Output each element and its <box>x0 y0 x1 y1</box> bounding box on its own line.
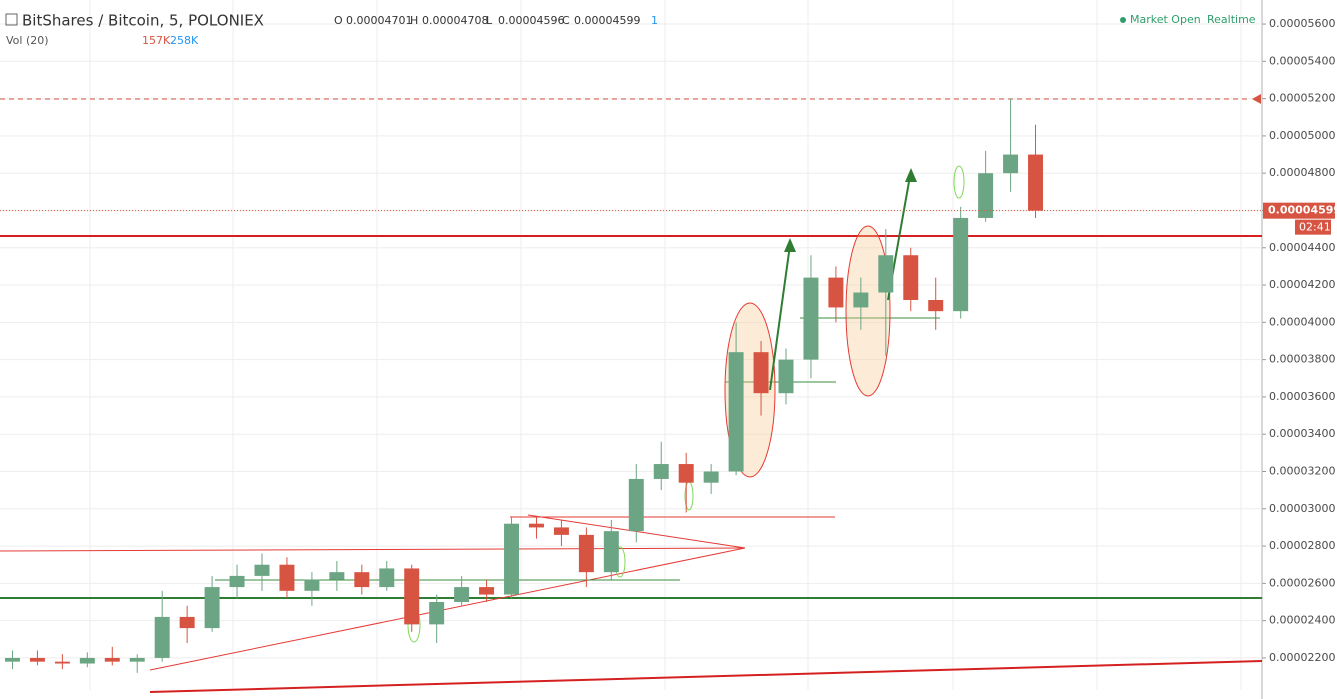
alert-count: 1 <box>651 14 658 27</box>
candle-body <box>254 564 270 576</box>
y-tick-label: 0.00002600 <box>1269 576 1335 589</box>
candle-body <box>379 568 395 588</box>
volume-value: 258K <box>170 34 199 47</box>
last-price-box <box>1263 202 1335 219</box>
y-tick-label: 0.00003200 <box>1269 464 1335 477</box>
candle-body <box>329 572 345 580</box>
market-status: Market Open <box>1130 13 1201 26</box>
y-tick-label: 0.00005200 <box>1269 92 1335 105</box>
y-tick-label: 0.00005400 <box>1269 54 1335 67</box>
y-tick-label: 0.00002200 <box>1269 651 1335 664</box>
ohlc-label: H <box>410 14 418 27</box>
collapse-icon[interactable] <box>5 13 18 26</box>
candle-body <box>578 534 594 573</box>
y-tick-label: 0.00003600 <box>1269 390 1335 403</box>
candle-body <box>304 579 320 591</box>
candle-body <box>79 657 95 664</box>
y-tick-label: 0.00004200 <box>1269 278 1335 291</box>
candle-body <box>853 292 869 308</box>
candle-body <box>279 564 295 591</box>
ohlc-value: 0.00004708 <box>422 14 488 27</box>
candle-body <box>479 587 495 595</box>
countdown-label: 02:41 <box>1299 221 1331 234</box>
ohlc-label: O <box>334 14 343 27</box>
candle-body <box>678 464 694 483</box>
candle-body <box>903 255 919 300</box>
candle-body <box>753 352 769 394</box>
candle-body <box>4 657 20 662</box>
candle-body <box>603 531 619 573</box>
candle-body <box>953 217 969 312</box>
candle-body <box>1003 154 1019 174</box>
realtime-status: Realtime <box>1207 13 1256 26</box>
candle-body <box>404 568 420 625</box>
y-tick-label: 0.00005600 <box>1269 17 1335 30</box>
candle-body <box>54 661 70 664</box>
countdown-box <box>1295 219 1331 235</box>
candle-body <box>104 657 120 662</box>
ohlc-value: 0.00004596 <box>498 14 564 27</box>
trend-line <box>149 660 1263 693</box>
candle-body <box>703 471 719 483</box>
candle-body <box>429 602 445 625</box>
volume-value: 157K <box>142 34 171 47</box>
candle-body <box>628 478 644 532</box>
last-price-label: 0.00004599 <box>1268 204 1337 217</box>
price-axis: 0.00002200 0.00002400 0.00002600 0.00002800… <box>1262 17 1337 664</box>
ohlc-value: 0.00004599 <box>574 14 640 27</box>
candle-body <box>803 277 819 360</box>
ohlc-value: 0.00004701 <box>346 14 412 27</box>
status-dot <box>1120 17 1126 23</box>
y-tick-label: 0.00004000 <box>1269 315 1335 328</box>
arrow <box>769 244 791 391</box>
trend-line <box>149 547 746 671</box>
ohlc-label: L <box>486 14 493 27</box>
candle-body <box>179 616 195 629</box>
candle-body <box>728 352 744 472</box>
candle-body <box>29 657 45 662</box>
y-tick-label: 0.00003400 <box>1269 427 1335 440</box>
ohlc-label: C <box>562 14 570 27</box>
arrow-head <box>905 168 917 182</box>
candle-body <box>653 464 669 479</box>
ellipse-highlight <box>845 225 891 397</box>
candle-body <box>229 575 245 588</box>
candle-body <box>154 616 170 658</box>
candle-body <box>553 527 569 535</box>
y-tick-label: 0.00004400 <box>1269 241 1335 254</box>
candle-body <box>129 657 145 662</box>
candle-body <box>928 299 944 312</box>
small-ellipse <box>953 165 965 199</box>
candle-body <box>1028 154 1044 211</box>
y-tick-label: 0.00004800 <box>1269 166 1335 179</box>
candles <box>0 98 1262 673</box>
trend-line <box>0 547 746 552</box>
y-tick-label: 0.00003800 <box>1269 353 1335 366</box>
candle-body <box>204 587 220 629</box>
volume-title: Vol (20) <box>6 34 49 47</box>
y-tick-label: 0.00002400 <box>1269 614 1335 627</box>
candle-body <box>828 277 844 308</box>
y-tick-label: 0.00005000 <box>1269 129 1335 142</box>
y-tick-label: 0.00002800 <box>1269 539 1335 552</box>
chart-title: BitShares / Bitcoin, 5, POLONIEX <box>22 12 264 30</box>
y-tick-label: 0.00003000 <box>1269 502 1335 515</box>
candle-body <box>354 572 370 588</box>
level-marker <box>1252 94 1261 104</box>
candle-body <box>878 255 894 293</box>
candle-body <box>528 523 544 528</box>
candle-body <box>454 587 470 603</box>
candle-body <box>978 173 994 218</box>
arrow-head <box>784 238 796 252</box>
candle-body <box>778 359 794 394</box>
candle-body <box>504 523 520 595</box>
